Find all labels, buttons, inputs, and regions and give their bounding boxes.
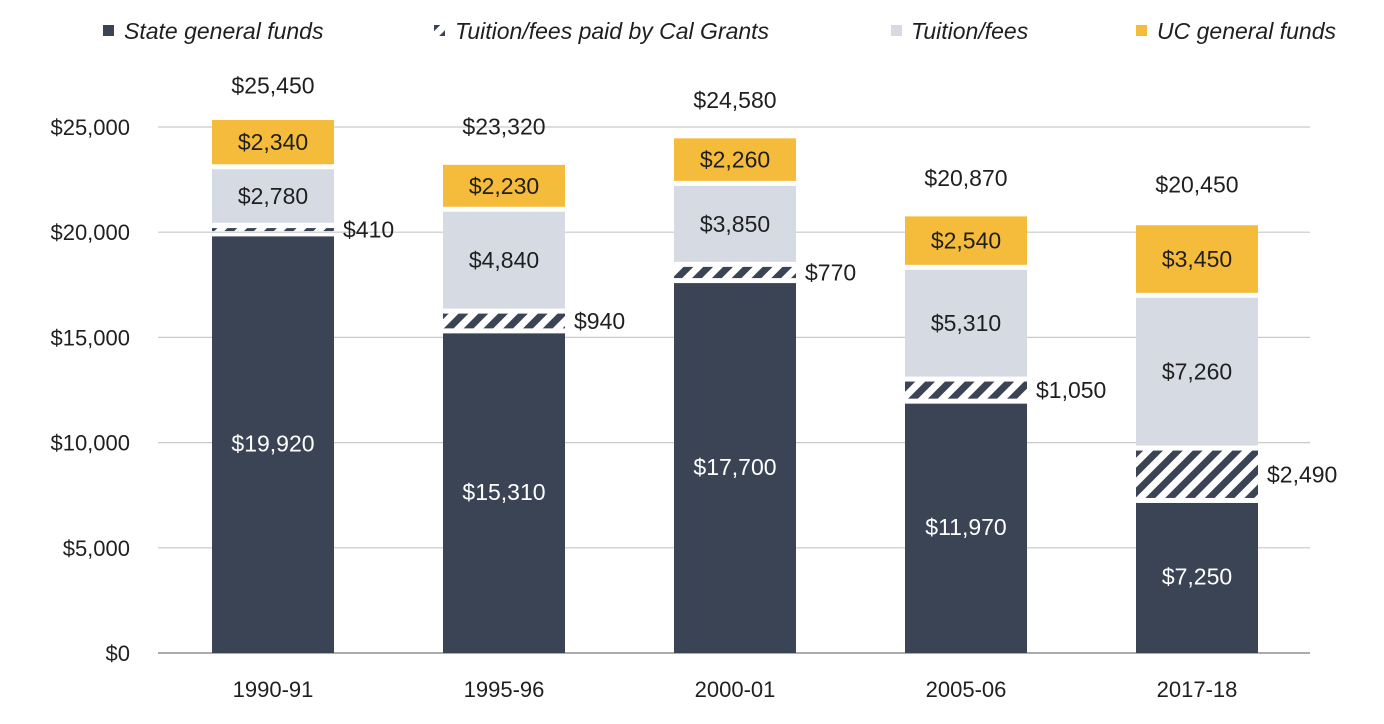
legend-label-state-general-funds: State general funds (124, 18, 324, 44)
bar-state-general-funds-1995-96 (443, 333, 565, 653)
data-label-tuition-fees-paid-by-cal-grants: $1,050 (1036, 377, 1106, 403)
data-label-tuition-fees-paid-by-cal-grants: $2,490 (1267, 461, 1337, 487)
x-tick-label: 2000-01 (695, 677, 776, 702)
legend-swatch-uc-general-funds (1136, 25, 1147, 36)
y-tick-label: $5,000 (63, 536, 130, 561)
data-label-state-general-funds: $11,970 (925, 514, 1006, 540)
data-label-uc-general-funds: $2,260 (700, 147, 770, 173)
x-tick-label: 2017-18 (1157, 677, 1238, 702)
data-label-uc-general-funds: $2,540 (931, 228, 1001, 254)
bar-tuition-fees-1990-91 (212, 169, 334, 223)
data-label-uc-general-funds: $3,450 (1162, 246, 1232, 272)
data-label-state-general-funds: $15,310 (462, 479, 545, 505)
data-label-state-general-funds: $17,700 (693, 454, 776, 480)
bar-uc-general-funds-1995-96 (443, 164, 565, 207)
bar-uc-general-funds-2000-01 (674, 138, 796, 181)
bar-group-1995-96: $15,310 $940 $4,840 $2,230 $23,320 (443, 113, 625, 653)
data-label-tuition-fees: $7,260 (1162, 359, 1232, 385)
bar-uc-general-funds-1990-91 (212, 120, 334, 165)
bar-state-general-funds-2000-01 (674, 283, 796, 653)
legend-label-tuition-fees-paid-by-cal-grants: Tuition/fees paid by Cal Grants (455, 18, 770, 44)
data-label-tuition-fees-paid-by-cal-grants: $770 (805, 259, 856, 285)
data-label-uc-general-funds: $2,230 (469, 173, 539, 199)
x-tick-label: 1995-96 (464, 677, 545, 702)
data-label-state-general-funds: $19,920 (231, 430, 314, 456)
bar-tuition-fees-2017-18 (1136, 297, 1258, 446)
bar-tuition-fees-paid-by-cal-grants-2005-06 (905, 381, 1027, 399)
total-label: $20,450 (1155, 172, 1238, 198)
total-label: $24,580 (693, 87, 776, 113)
bar-tuition-fees-paid-by-cal-grants-2017-18 (1136, 450, 1258, 498)
legend: State general funds Tuition/fees paid by … (103, 18, 1336, 44)
bar-tuition-fees-paid-by-cal-grants-1990-91 (212, 228, 334, 232)
data-label-tuition-fees-paid-by-cal-grants: $410 (343, 217, 394, 243)
x-tick-label: 2005-06 (926, 677, 1007, 702)
x-tick-label: 1990-91 (233, 677, 314, 702)
data-label-tuition-fees: $3,850 (700, 211, 770, 237)
bar-state-general-funds-2017-18 (1136, 502, 1258, 653)
bar-uc-general-funds-2017-18 (1136, 225, 1258, 293)
total-label: $23,320 (462, 113, 545, 139)
bar-state-general-funds-1990-91 (212, 236, 334, 654)
bar-group-2000-01: $17,700 $770 $3,850 $2,260 $24,580 (674, 87, 856, 653)
legend-swatch-state-general-funds (103, 25, 114, 36)
y-tick-label: $0 (106, 641, 130, 666)
y-tick-label: $10,000 (50, 431, 130, 456)
bar-tuition-fees-paid-by-cal-grants-2000-01 (674, 266, 796, 279)
data-label-uc-general-funds: $2,340 (238, 129, 308, 155)
bar-group-1990-91: $19,920 $410 $2,780 $2,340 $25,450 (212, 73, 394, 654)
legend-swatch-tuition-fees-paid-by-cal-grants (434, 25, 445, 36)
data-label-tuition-fees: $4,840 (469, 247, 539, 273)
data-label-state-general-funds: $7,250 (1162, 564, 1232, 590)
bar-uc-general-funds-2005-06 (905, 216, 1027, 265)
bar-tuition-fees-1995-96 (443, 211, 565, 309)
bar-tuition-fees-2005-06 (905, 269, 1027, 377)
legend-label-tuition-fees: Tuition/fees (911, 18, 1029, 44)
legend-label-uc-general-funds: UC general funds (1157, 18, 1336, 44)
bar-group-2005-06: $11,970 $1,050 $5,310 $2,540 $20,870 (905, 165, 1106, 653)
data-label-tuition-fees: $5,310 (931, 310, 1001, 336)
data-label-tuition-fees: $2,780 (238, 183, 308, 209)
bar-tuition-fees-paid-by-cal-grants-1995-96 (443, 313, 565, 329)
data-label-tuition-fees-paid-by-cal-grants: $940 (574, 308, 625, 334)
bar-group-2017-18: $7,250 $2,490 $7,260 $3,450 $20,450 (1136, 172, 1337, 653)
total-label: $25,450 (231, 73, 314, 99)
bar-tuition-fees-2000-01 (674, 185, 796, 262)
bar-state-general-funds-2005-06 (905, 403, 1027, 653)
legend-swatch-tuition-fees (891, 25, 902, 36)
x-axis: 1990-91 1995-96 2000-01 2005-06 2017-18 (233, 677, 1238, 702)
total-label: $20,870 (924, 165, 1007, 191)
y-axis: $0 $5,000 $10,000 $15,000 $20,000 $25,000 (50, 115, 130, 666)
y-tick-label: $25,000 (50, 115, 130, 140)
bars: $19,920 $410 $2,780 $2,340 $25,450 $15,310 $94… (212, 73, 1337, 654)
y-tick-label: $15,000 (50, 325, 130, 350)
y-tick-label: $20,000 (50, 220, 130, 245)
